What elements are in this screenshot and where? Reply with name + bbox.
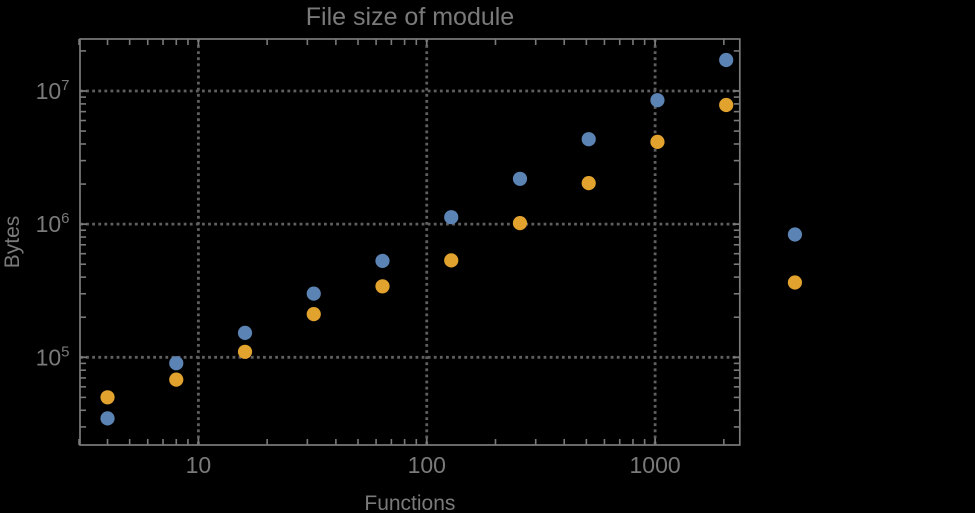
svg-text:10: 10	[186, 452, 212, 478]
svg-text:Bytes: Bytes	[1, 216, 24, 269]
svg-text:1000: 1000	[630, 452, 681, 478]
svg-text:Functions: Functions	[364, 492, 455, 513]
svg-text:100: 100	[408, 452, 446, 478]
svg-text:File size of module: File size of module	[306, 3, 514, 31]
